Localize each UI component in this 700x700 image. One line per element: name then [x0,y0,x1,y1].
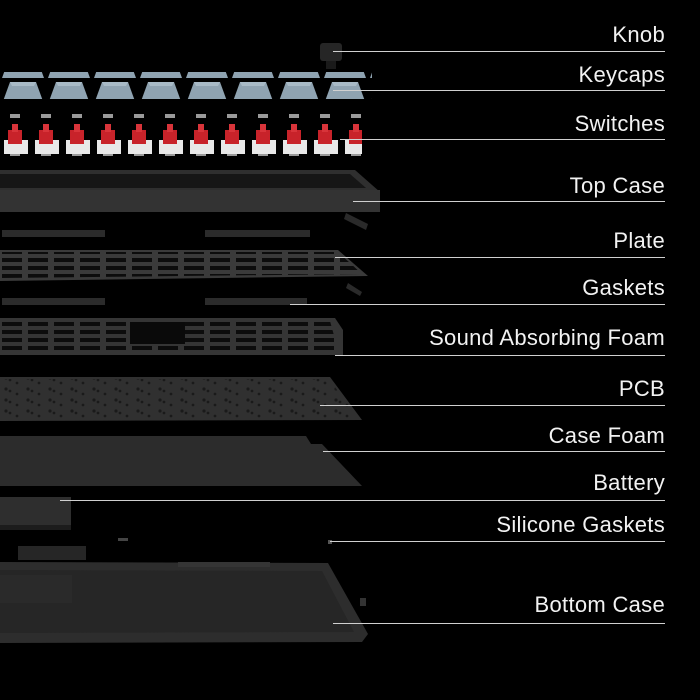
battery-part [0,497,71,530]
silicone-gasket [118,538,128,541]
pcb-part [0,377,362,421]
label-battery: Battery [593,470,665,495]
label-gaskets: Gaskets [582,275,665,300]
gasket-strip [2,298,105,305]
label-case-foam: Case Foam [548,423,665,448]
label-sound-absorbing-foam: Sound Absorbing Foam [429,325,665,350]
label-switches: Switches [574,111,665,136]
gasket-strip [205,298,307,305]
label-silicone-gaskets: Silicone Gaskets [496,512,665,537]
label-bottom-case: Bottom Case [534,592,665,617]
case-foam-part [0,436,362,486]
label-knob: Knob [612,22,665,47]
sound-absorbing-foam-part [0,318,343,355]
label-keycaps: Keycaps [578,62,665,87]
leader-lines [60,51,665,624]
label-top-case: Top Case [569,173,665,198]
keycaps-part [0,72,372,99]
bottom-case-part [0,546,368,643]
gasket-strip [2,230,105,237]
plate-part [0,250,368,296]
label-plate: Plate [613,228,665,253]
switches-part [0,114,362,156]
top-case-part [0,170,380,230]
label-pcb: PCB [618,376,665,401]
gasket-strip [205,230,310,237]
knob-part [320,43,342,69]
